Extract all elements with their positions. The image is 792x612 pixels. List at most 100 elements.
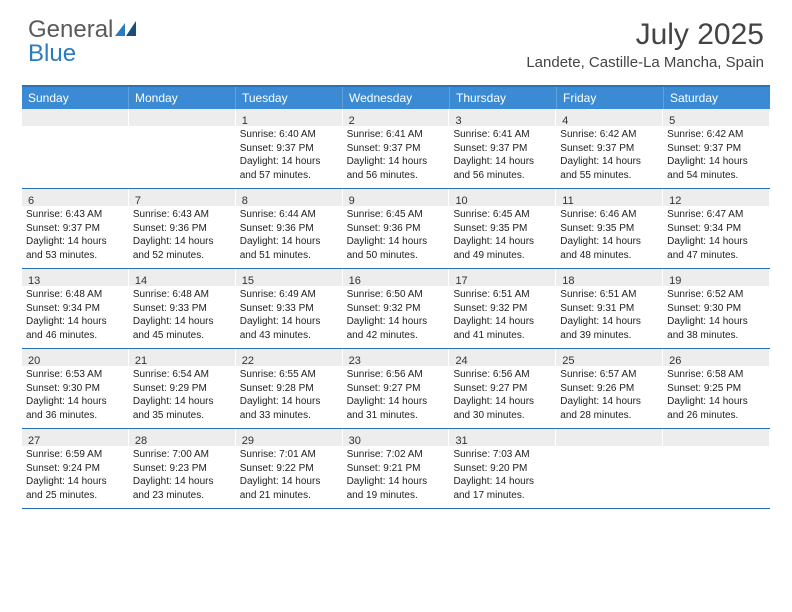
calendar-cell: [556, 429, 663, 508]
daynum-bar: 18: [556, 269, 662, 286]
cell-body: Sunrise: 6:48 AMSunset: 9:33 PMDaylight:…: [129, 286, 235, 348]
day-header-row: SundayMondayTuesdayWednesdayThursdayFrid…: [22, 87, 770, 109]
cell-body: Sunrise: 6:56 AMSunset: 9:27 PMDaylight:…: [449, 366, 555, 428]
sunset-line: Sunset: 9:36 PM: [240, 222, 338, 236]
cell-body: Sunrise: 6:53 AMSunset: 9:30 PMDaylight:…: [22, 366, 128, 428]
calendar-cell: 7Sunrise: 6:43 AMSunset: 9:36 PMDaylight…: [129, 189, 236, 268]
cell-body: Sunrise: 7:02 AMSunset: 9:21 PMDaylight:…: [343, 446, 449, 508]
daynum-bar: 7: [129, 189, 235, 206]
calendar-cell: 2Sunrise: 6:41 AMSunset: 9:37 PMDaylight…: [343, 109, 450, 188]
daylight-line: Daylight: 14 hours and 57 minutes.: [240, 155, 338, 182]
sunrise-line: Sunrise: 7:01 AM: [240, 448, 338, 462]
sunrise-line: Sunrise: 6:55 AM: [240, 368, 338, 382]
sunrise-line: Sunrise: 6:48 AM: [133, 288, 231, 302]
sunset-line: Sunset: 9:37 PM: [26, 222, 124, 236]
cell-body: Sunrise: 7:03 AMSunset: 9:20 PMDaylight:…: [449, 446, 555, 508]
sunset-line: Sunset: 9:21 PM: [347, 462, 445, 476]
daylight-line: Daylight: 14 hours and 48 minutes.: [560, 235, 658, 262]
sunrise-line: Sunrise: 6:43 AM: [26, 208, 124, 222]
sunrise-line: Sunrise: 6:58 AM: [667, 368, 765, 382]
calendar-cell: 3Sunrise: 6:41 AMSunset: 9:37 PMDaylight…: [449, 109, 556, 188]
sunrise-line: Sunrise: 6:54 AM: [133, 368, 231, 382]
week-row: 6Sunrise: 6:43 AMSunset: 9:37 PMDaylight…: [22, 189, 770, 269]
sunset-line: Sunset: 9:32 PM: [347, 302, 445, 316]
sunset-line: Sunset: 9:26 PM: [560, 382, 658, 396]
header: General Blue July 2025 Landete, Castille…: [0, 0, 792, 77]
daynum-bar: 11: [556, 189, 662, 206]
daylight-line: Daylight: 14 hours and 17 minutes.: [453, 475, 551, 502]
cell-body: Sunrise: 6:41 AMSunset: 9:37 PMDaylight:…: [343, 126, 449, 188]
calendar-cell: 19Sunrise: 6:52 AMSunset: 9:30 PMDayligh…: [663, 269, 770, 348]
sunset-line: Sunset: 9:37 PM: [347, 142, 445, 156]
daylight-line: Daylight: 14 hours and 19 minutes.: [347, 475, 445, 502]
sunset-line: Sunset: 9:30 PM: [26, 382, 124, 396]
sunrise-line: Sunrise: 6:45 AM: [347, 208, 445, 222]
calendar-cell: 26Sunrise: 6:58 AMSunset: 9:25 PMDayligh…: [663, 349, 770, 428]
logo-text: General Blue: [28, 18, 137, 66]
calendar-cell: 4Sunrise: 6:42 AMSunset: 9:37 PMDaylight…: [556, 109, 663, 188]
sunset-line: Sunset: 9:24 PM: [26, 462, 124, 476]
daylight-line: Daylight: 14 hours and 39 minutes.: [560, 315, 658, 342]
daynum-bar: 26: [663, 349, 769, 366]
sunrise-line: Sunrise: 6:51 AM: [560, 288, 658, 302]
sunrise-line: Sunrise: 6:49 AM: [240, 288, 338, 302]
sunrise-line: Sunrise: 6:52 AM: [667, 288, 765, 302]
cell-body: Sunrise: 6:58 AMSunset: 9:25 PMDaylight:…: [663, 366, 769, 428]
daylight-line: Daylight: 14 hours and 56 minutes.: [453, 155, 551, 182]
sunset-line: Sunset: 9:34 PM: [667, 222, 765, 236]
cell-body: Sunrise: 6:51 AMSunset: 9:31 PMDaylight:…: [556, 286, 662, 348]
cell-body: Sunrise: 6:54 AMSunset: 9:29 PMDaylight:…: [129, 366, 235, 428]
day-header: Friday: [557, 87, 664, 109]
sunrise-line: Sunrise: 6:50 AM: [347, 288, 445, 302]
daynum-bar: 27: [22, 429, 128, 446]
calendar-cell: [129, 109, 236, 188]
daylight-line: Daylight: 14 hours and 23 minutes.: [133, 475, 231, 502]
location: Landete, Castille-La Mancha, Spain: [526, 54, 764, 71]
daynum-bar: [663, 429, 769, 446]
daylight-line: Daylight: 14 hours and 47 minutes.: [667, 235, 765, 262]
sunrise-line: Sunrise: 6:45 AM: [453, 208, 551, 222]
calendar-cell: 11Sunrise: 6:46 AMSunset: 9:35 PMDayligh…: [556, 189, 663, 268]
daynum-bar: [22, 109, 128, 126]
title-block: July 2025 Landete, Castille-La Mancha, S…: [526, 18, 764, 71]
daynum-bar: 23: [343, 349, 449, 366]
sunset-line: Sunset: 9:35 PM: [560, 222, 658, 236]
week-row: 27Sunrise: 6:59 AMSunset: 9:24 PMDayligh…: [22, 429, 770, 509]
calendar-cell: 30Sunrise: 7:02 AMSunset: 9:21 PMDayligh…: [343, 429, 450, 508]
sunrise-line: Sunrise: 6:47 AM: [667, 208, 765, 222]
sunrise-line: Sunrise: 6:41 AM: [453, 128, 551, 142]
calendar-cell: 16Sunrise: 6:50 AMSunset: 9:32 PMDayligh…: [343, 269, 450, 348]
daynum-bar: 8: [236, 189, 342, 206]
daynum-bar: 22: [236, 349, 342, 366]
cell-body: Sunrise: 6:59 AMSunset: 9:24 PMDaylight:…: [22, 446, 128, 508]
calendar-cell: 6Sunrise: 6:43 AMSunset: 9:37 PMDaylight…: [22, 189, 129, 268]
sunrise-line: Sunrise: 6:41 AM: [347, 128, 445, 142]
cell-body: [556, 446, 662, 502]
cell-body: Sunrise: 6:57 AMSunset: 9:26 PMDaylight:…: [556, 366, 662, 428]
sunset-line: Sunset: 9:31 PM: [560, 302, 658, 316]
day-header: Saturday: [664, 87, 770, 109]
sunset-line: Sunset: 9:29 PM: [133, 382, 231, 396]
daynum-bar: 15: [236, 269, 342, 286]
daynum-bar: 10: [449, 189, 555, 206]
sunrise-line: Sunrise: 6:42 AM: [560, 128, 658, 142]
sunset-line: Sunset: 9:23 PM: [133, 462, 231, 476]
sunset-line: Sunset: 9:27 PM: [347, 382, 445, 396]
cell-body: [22, 126, 128, 182]
cell-body: Sunrise: 6:42 AMSunset: 9:37 PMDaylight:…: [663, 126, 769, 188]
cell-body: [129, 126, 235, 182]
daynum-bar: 25: [556, 349, 662, 366]
sunrise-line: Sunrise: 6:59 AM: [26, 448, 124, 462]
calendar-cell: 9Sunrise: 6:45 AMSunset: 9:36 PMDaylight…: [343, 189, 450, 268]
cell-body: Sunrise: 7:00 AMSunset: 9:23 PMDaylight:…: [129, 446, 235, 508]
sunrise-line: Sunrise: 6:57 AM: [560, 368, 658, 382]
sunrise-line: Sunrise: 6:43 AM: [133, 208, 231, 222]
cell-body: Sunrise: 6:52 AMSunset: 9:30 PMDaylight:…: [663, 286, 769, 348]
sunset-line: Sunset: 9:33 PM: [240, 302, 338, 316]
daynum-bar: 17: [449, 269, 555, 286]
calendar-cell: 14Sunrise: 6:48 AMSunset: 9:33 PMDayligh…: [129, 269, 236, 348]
daynum-bar: [556, 429, 662, 446]
daylight-line: Daylight: 14 hours and 41 minutes.: [453, 315, 551, 342]
cell-body: Sunrise: 6:47 AMSunset: 9:34 PMDaylight:…: [663, 206, 769, 268]
sunset-line: Sunset: 9:36 PM: [347, 222, 445, 236]
